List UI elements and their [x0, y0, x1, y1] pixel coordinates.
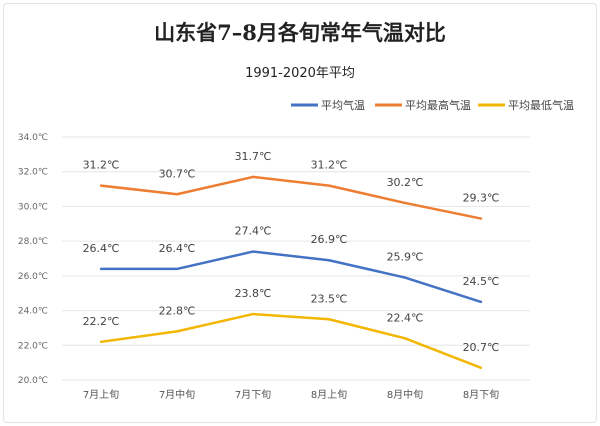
data-label: 23.5℃	[311, 292, 348, 305]
data-point	[175, 193, 179, 196]
data-point	[403, 276, 407, 279]
legend-label: 平均最低气温	[508, 98, 574, 112]
data-point	[99, 184, 103, 187]
series-line	[100, 175, 482, 220]
data-point	[175, 330, 179, 333]
data-point	[251, 175, 255, 179]
x-tick-label: 8月上旬	[311, 388, 347, 401]
chart-title: 山东省7–8月各旬常年气温对比	[154, 20, 446, 45]
y-tick-label: 20.0℃	[18, 376, 48, 386]
y-tick-label: 24.0℃	[18, 307, 48, 317]
data-point	[327, 318, 331, 321]
data-point	[251, 312, 255, 316]
x-tick-label: 8月下旬	[463, 388, 499, 401]
y-tick-label: 26.0℃	[18, 272, 48, 282]
legend-label: 平均最高气温	[405, 98, 471, 112]
x-tick-label: 7月中旬	[159, 388, 195, 401]
data-label: 31.2℃	[83, 159, 120, 172]
y-tick-label: 32.0℃	[18, 168, 48, 178]
data-point	[175, 267, 179, 271]
data-label: 26.4℃	[83, 242, 120, 255]
legend-label: 平均气温	[321, 98, 365, 112]
data-label: 30.7℃	[159, 167, 196, 180]
data-point	[479, 300, 483, 304]
series-line	[100, 312, 482, 370]
data-point	[403, 337, 407, 340]
data-label: 24.5℃	[463, 275, 500, 288]
series-line	[101, 250, 482, 304]
data-label: 20.7℃	[463, 341, 500, 354]
y-tick-label: 34.0℃	[18, 133, 48, 143]
chart-subtitle: 1991-2020年平均	[245, 66, 355, 81]
data-label: 31.2℃	[311, 159, 348, 172]
chart-card	[3, 3, 597, 423]
y-tick-label: 22.0℃	[18, 341, 48, 351]
data-point	[251, 250, 255, 253]
x-tick-label: 8月中旬	[387, 388, 423, 401]
x-tick-label: 7月上旬	[83, 388, 119, 401]
data-point	[479, 217, 483, 220]
data-label: 29.3℃	[463, 192, 500, 205]
y-tick-label: 28.0℃	[18, 237, 48, 247]
x-tick-label: 7月下旬	[235, 388, 271, 401]
data-point	[327, 184, 331, 187]
data-label: 22.8℃	[159, 304, 196, 317]
data-point	[99, 340, 103, 344]
data-point	[479, 366, 483, 370]
data-label: 25.9℃	[387, 251, 424, 264]
data-label: 30.2℃	[387, 176, 424, 189]
data-point	[327, 259, 331, 262]
data-label: 31.7℃	[235, 150, 272, 163]
data-label: 26.9℃	[311, 233, 348, 246]
data-point	[403, 201, 407, 205]
data-label: 22.4℃	[387, 311, 424, 324]
data-point	[99, 267, 103, 271]
data-label: 27.4℃	[235, 225, 272, 238]
data-label: 26.4℃	[159, 242, 196, 255]
data-label: 23.8℃	[235, 287, 272, 300]
y-tick-label: 30.0℃	[18, 202, 48, 212]
data-label: 22.2℃	[83, 315, 120, 328]
